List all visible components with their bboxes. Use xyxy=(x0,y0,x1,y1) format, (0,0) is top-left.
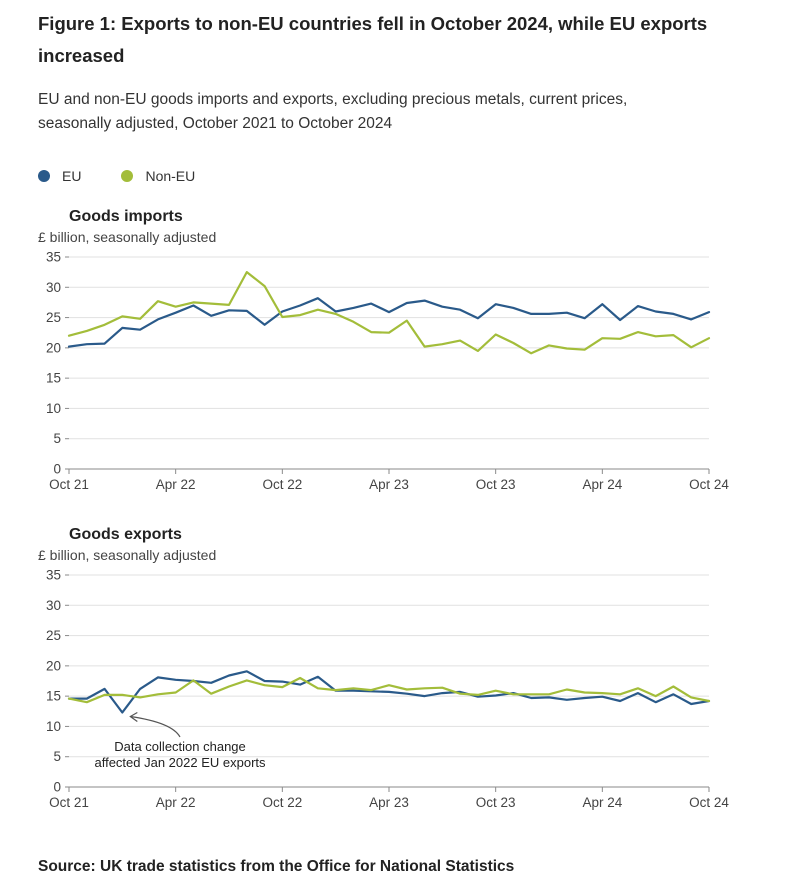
imports-y-tick-label: 5 xyxy=(53,431,61,446)
exports-x-tick-label: Apr 23 xyxy=(369,795,409,810)
exports-x-tick-label: Oct 22 xyxy=(262,795,302,810)
goods-imports-chart: Goods imports £ billion, seasonally adju… xyxy=(38,208,729,492)
legend-non-eu-marker xyxy=(121,170,134,182)
exports-x-tick-label: Apr 24 xyxy=(582,795,622,810)
imports-chart-title: Goods imports xyxy=(69,208,183,225)
exports-x-tick-label: Oct 21 xyxy=(49,795,89,810)
figure-title: Figure 1: Exports to non-EU countries fe… xyxy=(38,13,708,66)
imports-series-line-eu[interactable] xyxy=(67,297,711,348)
imports-x-tick-label: Oct 24 xyxy=(689,477,729,492)
imports-series-line-non-eu[interactable] xyxy=(67,271,711,355)
imports-y-tick-label: 35 xyxy=(46,250,61,265)
legend-item-non-eu[interactable]: Non-EU xyxy=(121,168,195,184)
legend: EU Non-EU xyxy=(38,168,235,184)
annotation-arrowhead xyxy=(129,711,138,722)
goods-exports-chart: Goods exports £ billion, seasonally adju… xyxy=(38,526,729,810)
imports-y-tick-label: 30 xyxy=(46,280,61,295)
imports-y-axis-label: £ billion, seasonally adjusted xyxy=(38,229,216,245)
imports-x-tick-label: Oct 23 xyxy=(476,477,516,492)
annotation-text-line: Data collection change xyxy=(114,739,246,754)
legend-item-eu[interactable]: EU xyxy=(38,168,81,184)
imports-y-tick-label: 15 xyxy=(46,371,61,386)
exports-series-line-non-eu[interactable] xyxy=(67,676,711,704)
source-note: Source: UK trade statistics from the Off… xyxy=(38,858,515,875)
exports-y-tick-label: 10 xyxy=(46,719,61,734)
annotation-text-line: affected Jan 2022 EU exports xyxy=(94,755,266,770)
imports-x-tick-label: Oct 21 xyxy=(49,477,89,492)
legend-eu-label: EU xyxy=(62,168,82,184)
exports-x-tick-label: Apr 22 xyxy=(156,795,196,810)
exports-y-tick-label: 25 xyxy=(46,628,61,643)
imports-y-tick-label: 25 xyxy=(46,310,61,325)
exports-y-tick-label: 5 xyxy=(53,749,61,764)
exports-y-axis-label: £ billion, seasonally adjusted xyxy=(38,547,216,563)
exports-y-tick-label: 20 xyxy=(46,658,61,673)
exports-y-tick-label: 15 xyxy=(46,689,61,704)
exports-y-tick-label: 30 xyxy=(46,598,61,613)
imports-x-tick-label: Oct 22 xyxy=(262,477,302,492)
imports-x-tick-label: Apr 23 xyxy=(369,477,409,492)
imports-y-tick-label: 0 xyxy=(53,462,61,477)
exports-chart-title: Goods exports xyxy=(69,526,182,543)
exports-x-tick-label: Oct 24 xyxy=(689,795,729,810)
exports-x-tick-label: Oct 23 xyxy=(476,795,516,810)
charts-canvas: Goods imports £ billion, seasonally adju… xyxy=(38,208,729,810)
legend-non-eu-label: Non-EU xyxy=(145,168,196,184)
imports-x-tick-label: Apr 22 xyxy=(156,477,196,492)
annotation-arrow xyxy=(130,715,181,738)
exports-series-line-eu[interactable] xyxy=(67,670,711,714)
imports-x-tick-label: Apr 24 xyxy=(582,477,622,492)
imports-y-tick-label: 20 xyxy=(46,340,61,355)
exports-y-tick-label: 0 xyxy=(53,780,61,795)
legend-eu-marker xyxy=(38,170,50,182)
imports-y-tick-label: 10 xyxy=(46,401,61,416)
exports-y-tick-label: 35 xyxy=(46,568,61,583)
figure-subtitle: EU and non-EU goods imports and exports,… xyxy=(38,91,628,132)
